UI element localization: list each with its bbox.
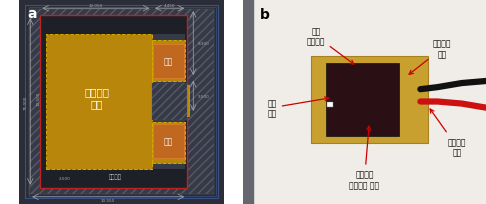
Text: a: a [27,7,37,21]
Text: 9.300: 9.300 [197,42,209,46]
Text: 10.500: 10.500 [36,91,40,105]
Text: b: b [260,8,270,22]
Bar [39,16,187,188]
Text: 2.500: 2.500 [58,176,70,181]
Text: 나노선형
근적외선 센서: 나노선형 근적외선 센서 [349,126,380,189]
Text: 유리
커버: 유리 커버 [267,97,329,118]
Text: 후면전극
패드: 후면전극 패드 [85,87,109,109]
Text: 10.550: 10.550 [101,198,115,202]
Bar [152,122,185,163]
Text: 3.500: 3.500 [197,94,209,98]
Text: 전극: 전극 [164,137,174,146]
Text: 와이어링: 와이어링 [109,174,122,179]
Text: 12.050: 12.050 [89,4,103,8]
Text: 전면: 전면 [164,57,174,66]
Bar [152,84,187,120]
Text: 4.450: 4.450 [164,4,175,8]
Bar [148,88,156,114]
Bar [46,35,152,169]
Bar [326,63,399,137]
Bar [243,0,253,204]
Bar [153,45,184,79]
Bar [152,86,189,116]
Bar [152,41,185,82]
Text: 전면전극
패드: 전면전극 패드 [409,39,451,75]
Text: 75.000: 75.000 [24,95,28,109]
Bar [153,124,184,158]
Text: 후면전극
패드: 후면전극 패드 [430,110,466,156]
Bar [152,88,177,114]
Bar [327,102,333,107]
Bar [39,16,187,188]
Bar [311,57,428,143]
Bar [152,35,185,169]
Text: 골드
와이어링: 골드 와이어링 [307,27,354,65]
